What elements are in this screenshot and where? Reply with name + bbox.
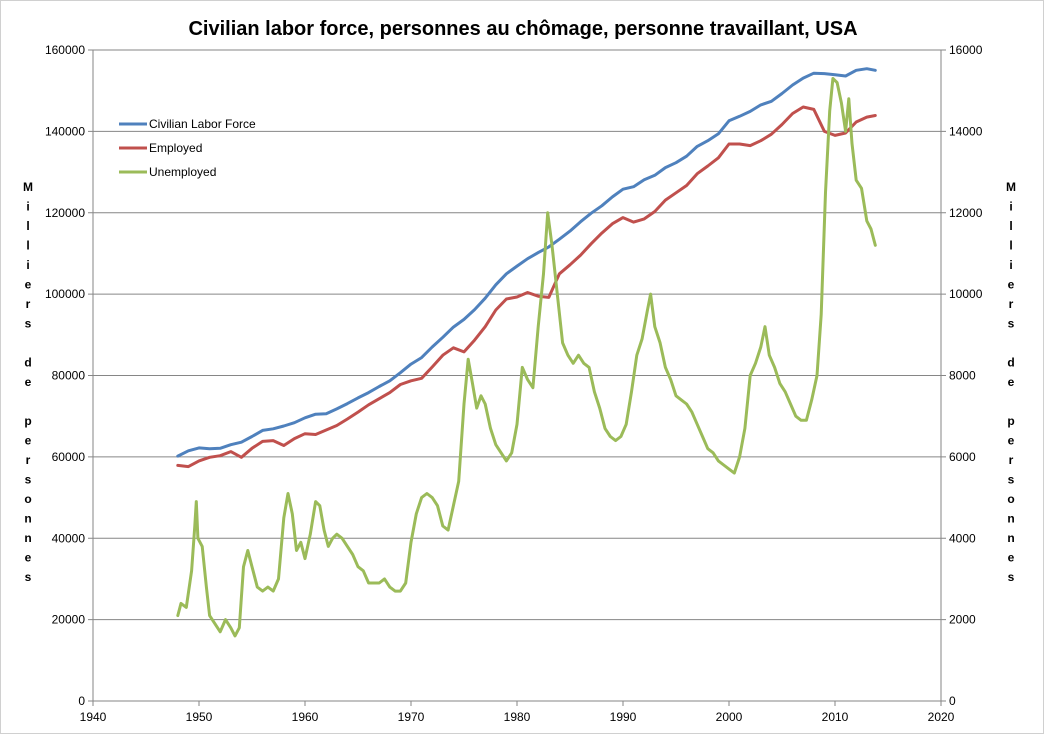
legend-label: Civilian Labor Force (149, 117, 256, 131)
x-tick-label: 1940 (80, 710, 107, 724)
right-tick-label: 16000 (949, 43, 983, 57)
right-tick-label: 10000 (949, 287, 983, 301)
left-tick-label: 60000 (52, 450, 86, 464)
left-axis-ticks: 0 20000 40000 60000 80000 100000 120000 140000 1… (45, 43, 93, 708)
left-tick-label: 100000 (45, 287, 85, 301)
x-tick-label: 2020 (928, 710, 955, 724)
series-line-civilian-labor-force (176, 67, 877, 458)
left-tick-label: 160000 (45, 43, 85, 57)
chart-title: Civilian labor force, personnes au chôma… (188, 18, 857, 40)
x-tick-label: 2010 (822, 710, 849, 724)
right-axis-ticks: 0 2000 4000 6000 8000 10000 12000 14000 16000 (941, 43, 983, 708)
x-tick-label: 1960 (292, 710, 319, 724)
right-tick-label: 6000 (949, 450, 976, 464)
right-tick-label: 2000 (949, 613, 976, 627)
x-tick-label: 1990 (610, 710, 637, 724)
series-line-employed (176, 105, 877, 469)
left-tick-label: 120000 (45, 206, 85, 220)
right-tick-label: 0 (949, 694, 956, 708)
series-group (176, 67, 877, 638)
left-tick-label: 140000 (45, 124, 85, 138)
left-tick-label: 0 (78, 694, 85, 708)
legend: Civilian Labor Force Employed Unemployed (119, 117, 256, 179)
x-tick-label: 1970 (398, 710, 425, 724)
right-tick-label: 8000 (949, 369, 976, 383)
x-tick-label: 2000 (716, 710, 743, 724)
legend-label: Employed (149, 141, 202, 155)
x-tick-label: 1950 (186, 710, 213, 724)
right-tick-label: 14000 (949, 124, 983, 138)
right-tick-label: 12000 (949, 206, 983, 220)
x-tick-label: 1980 (504, 710, 531, 724)
grid-lines (93, 49, 941, 621)
left-tick-label: 40000 (52, 531, 86, 545)
series-line-unemployed (176, 77, 877, 638)
left-tick-label: 20000 (52, 613, 86, 627)
left-tick-label: 80000 (52, 369, 86, 383)
x-axis-ticks: 1940 1950 1960 1970 1980 1990 2000 2010 2020 (80, 701, 955, 724)
right-tick-label: 4000 (949, 531, 976, 545)
legend-label: Unemployed (149, 165, 216, 179)
